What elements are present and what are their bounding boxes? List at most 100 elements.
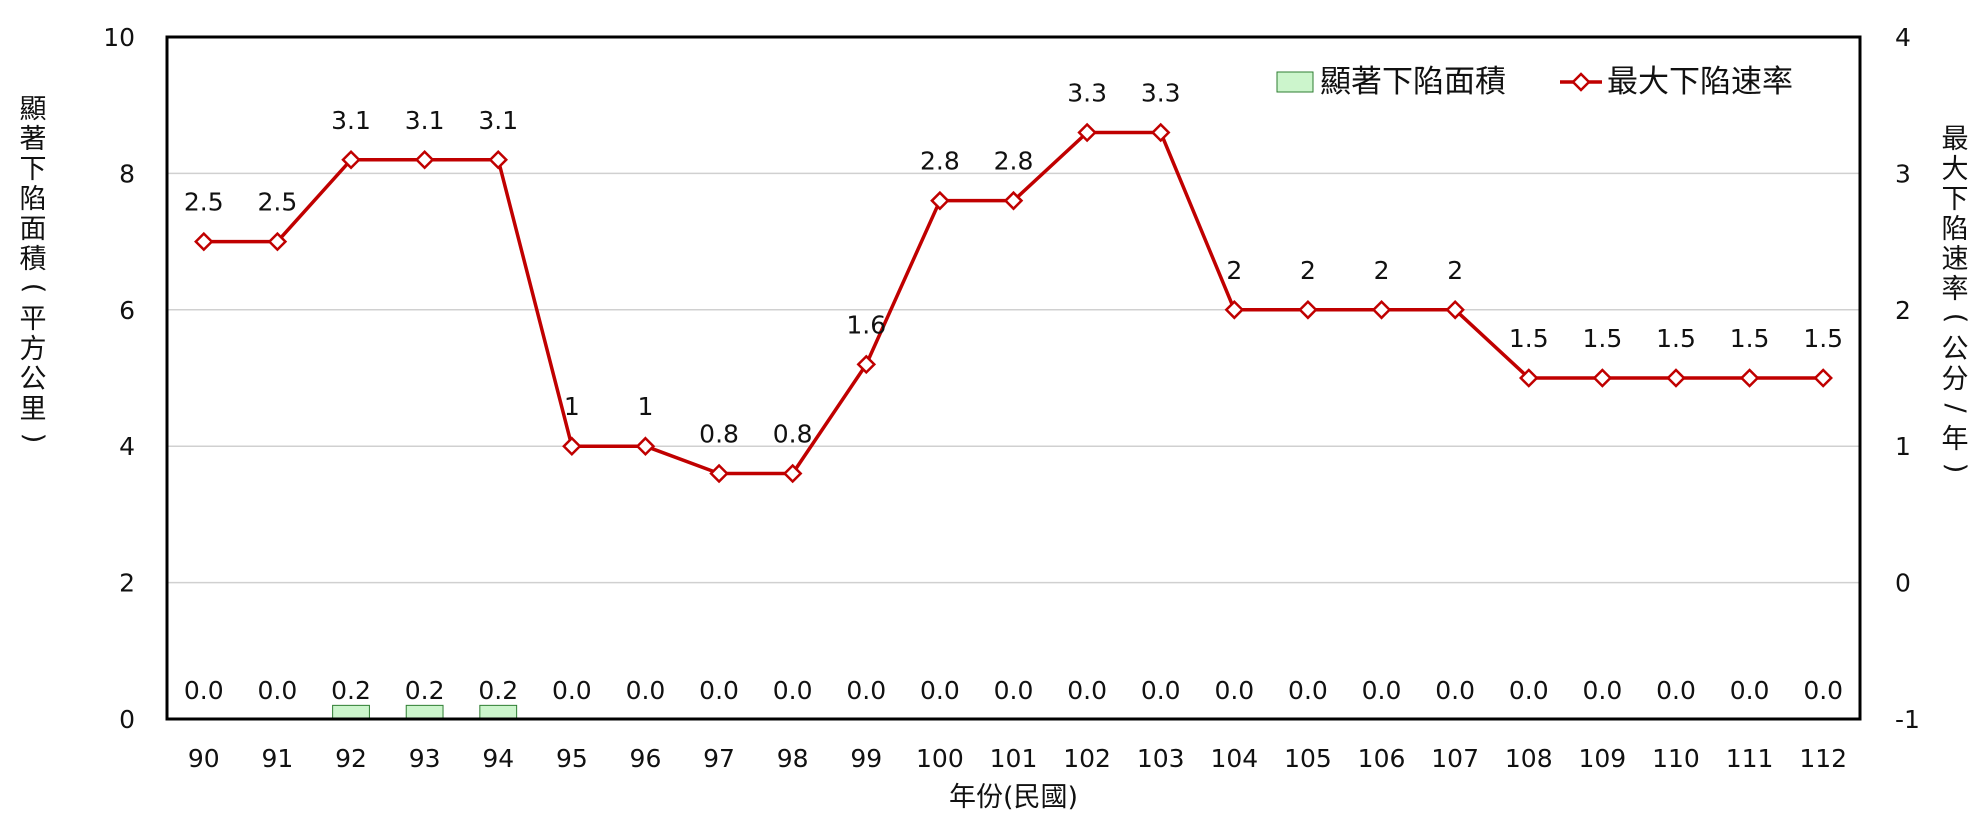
bar-data-label: 0.0 <box>1435 676 1475 705</box>
legend: 顯著下陷面積 最大下陷速率 <box>1276 64 1793 100</box>
left-tick-label: 10 <box>103 23 135 52</box>
rate-marker <box>782 463 803 484</box>
left-tick-label: 6 <box>119 296 135 325</box>
line-data-label: 1.5 <box>1582 324 1622 353</box>
line-data-label: 2 <box>1374 256 1390 285</box>
rate-marker <box>488 149 509 170</box>
right-axis-title-char: 最 <box>1942 124 1969 155</box>
line-data-label: 3.3 <box>1141 78 1181 107</box>
x-axis-ticks: 90 91 92 93 94 95 96 97 98 99 100 101 102 103 104 105 10… <box>188 744 1847 773</box>
line-data-label: 1.5 <box>1730 324 1770 353</box>
bar-data-label: 0.0 <box>626 676 666 705</box>
rate-marker <box>1003 190 1024 211</box>
rate-marker <box>1371 300 1392 320</box>
rate-marker <box>194 231 214 252</box>
line-data-label: 1 <box>564 392 580 421</box>
bar-data-label: 0.2 <box>405 676 445 705</box>
line-data-label: 2 <box>1447 256 1463 285</box>
right-axis-title-char: 公 <box>1942 334 1969 365</box>
line-data-label: 1.5 <box>1803 324 1843 353</box>
right-axis-title-char: ( <box>1940 313 1971 324</box>
left-axis-title-char: 著 <box>20 124 47 155</box>
bar-data-label: 0.0 <box>1730 676 1770 705</box>
line-data-label: 0.8 <box>699 419 739 448</box>
rate-line <box>203 130 1824 476</box>
bar-data-label: 0.0 <box>1656 676 1696 705</box>
right-axis-title-char: 年 <box>1942 424 1969 455</box>
line-data-label: 2.8 <box>994 147 1034 176</box>
legend-bar-label: 顯著下陷面積 <box>1320 64 1506 100</box>
x-tick-label: 109 <box>1579 744 1627 773</box>
right-axis-title-char: 速 <box>1942 244 1969 275</box>
bar-data-label: 0.0 <box>258 676 298 705</box>
x-tick-label: 99 <box>850 744 882 773</box>
left-axis-title-char: 方 <box>20 334 47 365</box>
bar-data-label: 0.0 <box>1141 676 1181 705</box>
x-tick-label: 98 <box>777 744 809 773</box>
left-axis-title-char: 積 <box>20 244 47 275</box>
line-data-label: 2 <box>1226 256 1242 285</box>
plot-frame <box>165 35 1862 721</box>
rate-marker <box>635 436 656 456</box>
rate-marker <box>341 149 361 170</box>
rate-marker <box>930 190 950 211</box>
right-axis-title-char: 下 <box>1942 184 1969 215</box>
rate-marker <box>1298 300 1318 320</box>
left-tick-label: 0 <box>119 705 135 734</box>
bar-data-label: 0.0 <box>699 676 739 705</box>
x-tick-label: 111 <box>1726 744 1774 773</box>
x-tick-label: 110 <box>1652 744 1700 773</box>
left-axis-title-char: 下 <box>20 154 47 185</box>
line-data-label: 1.5 <box>1509 324 1549 353</box>
right-axis-title: 最大下陷速率 (公分 / 年) <box>1940 124 1971 473</box>
line-data-label: 1.5 <box>1656 324 1696 353</box>
x-tick-label: 112 <box>1799 744 1847 773</box>
rate-marker <box>1666 368 1686 388</box>
x-tick-label: 102 <box>1063 744 1111 773</box>
bar-data-label: 0.0 <box>552 676 592 705</box>
line-data-label: 1.6 <box>846 310 886 339</box>
right-tick-label: 1 <box>1895 432 1911 461</box>
left-axis-title-char: 陷 <box>20 184 47 215</box>
left-axis-title-char: 里 <box>20 394 47 425</box>
left-axis-title-char: 顯 <box>20 94 47 125</box>
bar <box>332 704 370 720</box>
right-axis-ticks: -1 0 1 2 3 4 <box>1895 23 1920 734</box>
rate-marker <box>267 231 288 252</box>
rate-marker <box>414 149 435 170</box>
x-tick-label: 103 <box>1137 744 1185 773</box>
line-data-label: 3.1 <box>478 106 518 135</box>
rate-marker <box>1445 300 1465 320</box>
left-axis-ticks: 0 2 4 6 8 10 <box>103 23 135 734</box>
bar-series-area <box>332 704 518 720</box>
x-tick-label: 97 <box>703 744 735 773</box>
left-tick-label: 8 <box>119 159 135 188</box>
line-data-label: 3.3 <box>1067 78 1107 107</box>
x-tick-label: 105 <box>1284 744 1332 773</box>
bar-data-label: 0.2 <box>478 676 518 705</box>
line-data-label: 3.1 <box>405 106 445 135</box>
rate-marker <box>1592 368 1613 388</box>
bar <box>479 704 518 720</box>
right-axis-title-char: 率 <box>1942 274 1969 305</box>
right-axis-title-char: 分 <box>1942 364 1969 395</box>
x-tick-label: 90 <box>188 744 220 773</box>
rate-marker <box>562 436 582 456</box>
line-data-label: 2.8 <box>920 147 960 176</box>
bar-data-label: 0.0 <box>920 676 960 705</box>
rate-marker <box>856 354 877 375</box>
bar-data-label: 0.2 <box>331 676 371 705</box>
x-tick-label: 101 <box>990 744 1038 773</box>
x-tick-label: 91 <box>262 744 294 773</box>
line-data-label: 2 <box>1300 256 1316 285</box>
right-axis-title-char: 大 <box>1942 154 1969 185</box>
x-tick-label: 96 <box>630 744 662 773</box>
bar-data-label: 0.0 <box>1582 676 1622 705</box>
bar-data-label: 0.0 <box>1362 676 1402 705</box>
x-tick-label: 92 <box>335 744 367 773</box>
legend-line-marker <box>1571 72 1591 92</box>
right-tick-label: -1 <box>1895 705 1920 734</box>
left-axis-title-char: 平 <box>20 304 47 335</box>
